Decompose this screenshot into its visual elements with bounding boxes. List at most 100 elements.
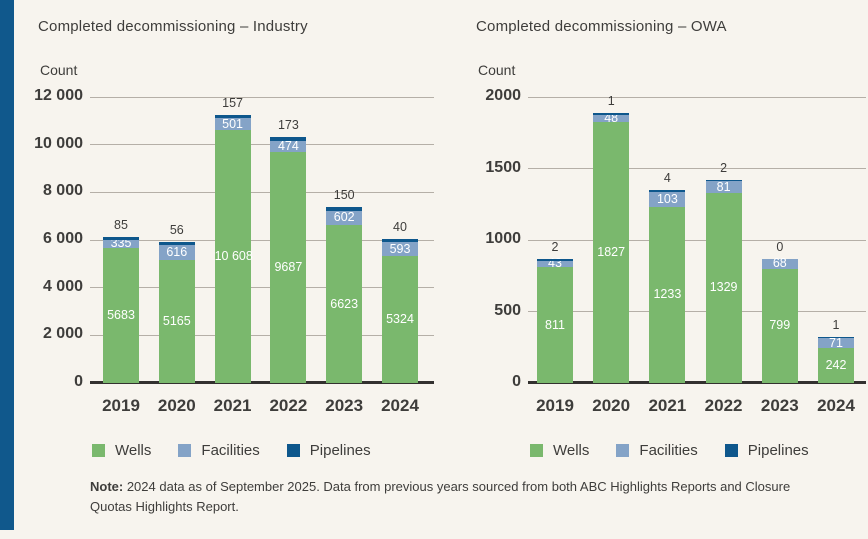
bar-value-pipelines: 4 xyxy=(663,171,671,186)
bar-value-pipelines: 0 xyxy=(776,240,784,255)
x-tick-label: 2023 xyxy=(325,396,364,415)
legend-label-wells: Wells xyxy=(115,442,152,459)
gridline xyxy=(90,96,434,98)
legend-swatch-pipelines xyxy=(286,444,300,457)
y-tick-label: 0 xyxy=(512,373,521,390)
bar-value-pipelines: 1 xyxy=(832,317,840,332)
bar-segment-wells xyxy=(270,152,307,383)
bar-value-facilities: 602 xyxy=(333,210,355,225)
footnote: Note: 2024 data as of September 2025. Da… xyxy=(90,477,792,517)
x-tick-label: 2022 xyxy=(704,396,743,415)
x-tick-label: 2020 xyxy=(157,396,196,415)
bar-segment-pipelines xyxy=(593,113,630,115)
bar-value-facilities: 616 xyxy=(166,245,188,260)
legend-item-pipelines: Pipelines xyxy=(286,442,371,459)
industry-chart: Completed decommissioning – Industry Cou… xyxy=(34,18,438,459)
bar-segment-facilities xyxy=(761,259,798,269)
legend-label-wells: Wells xyxy=(553,442,590,459)
x-tick-label: 2021 xyxy=(213,396,252,415)
bar-value-wells: 5165 xyxy=(162,313,191,328)
bar-segment-wells xyxy=(382,256,418,383)
y-tick-label: 2000 xyxy=(485,87,521,104)
legend-swatch-wells xyxy=(530,444,543,457)
footnote-text: 2024 data as of September 2025. Data fro… xyxy=(90,479,791,515)
bar-segment-facilities xyxy=(382,242,418,257)
bar-value-pipelines: 157 xyxy=(222,95,244,110)
industry-yaxis-title: Count xyxy=(40,62,78,78)
gridline xyxy=(528,168,866,169)
bar-segment-wells xyxy=(158,259,195,383)
bar-value-wells: 10 608 xyxy=(214,249,253,264)
bar-segment-facilities xyxy=(103,239,139,248)
bar-value-wells: 242 xyxy=(825,358,847,373)
bar-segment-facilities xyxy=(705,181,742,193)
bar-value-wells: 1233 xyxy=(653,287,682,302)
bar-value-facilities: 81 xyxy=(716,179,731,194)
bar-segment-pipelines xyxy=(818,336,854,339)
bar-value-pipelines: 2 xyxy=(551,240,559,255)
legend-item-wells: Wells xyxy=(92,442,151,459)
bar-segment-wells xyxy=(761,268,798,383)
gridline xyxy=(528,96,866,98)
x-tick-label: 2020 xyxy=(592,396,631,415)
bar-segment-wells xyxy=(326,225,363,383)
y-tick-label: 12 000 xyxy=(34,87,83,104)
y-tick-label: 4 000 xyxy=(42,277,83,295)
x-axis-line xyxy=(90,381,434,384)
x-tick-label: 2022 xyxy=(269,396,308,415)
bar-segment-facilities xyxy=(649,191,686,207)
y-tick-label: 1000 xyxy=(485,230,521,247)
bar-value-pipelines: 173 xyxy=(277,117,299,132)
bar-segment-wells xyxy=(705,192,742,383)
gridline xyxy=(528,311,866,312)
bar-value-wells: 6623 xyxy=(330,296,359,311)
bar-value-pipelines: 85 xyxy=(114,217,128,232)
legend-swatch-wells xyxy=(92,444,105,457)
bar-value-facilities: 593 xyxy=(389,241,411,256)
bar-segment-facilities xyxy=(593,114,630,122)
industry-plot-area: 0 2 000 4 000 6 000 8 000 10 000 12 000 5683 335… xyxy=(34,87,434,415)
bar-segment-facilities xyxy=(270,140,307,153)
x-tick-label: 2024 xyxy=(817,396,855,415)
legend-swatch-facilities xyxy=(616,444,630,457)
bar-value-facilities: 103 xyxy=(656,191,678,206)
industry-legend: Wells Facilities Pipelines xyxy=(92,442,371,459)
bar-segment-wells xyxy=(593,121,630,383)
bar-segment-wells xyxy=(214,130,251,383)
bar-segment-pipelines xyxy=(103,236,139,240)
bar-value-wells: 799 xyxy=(769,318,791,333)
x-tick-label: 2021 xyxy=(648,396,687,415)
y-tick-label: 6 000 xyxy=(42,230,83,247)
bar-value-facilities: 501 xyxy=(222,116,244,131)
gridline xyxy=(90,191,434,193)
x-tick-label: 2023 xyxy=(760,396,799,415)
gridline xyxy=(90,334,434,336)
y-tick-label: 1500 xyxy=(485,158,521,176)
bar-value-pipelines: 150 xyxy=(333,188,355,203)
owa-chart-title: Completed decommissioning – OWA xyxy=(476,18,727,35)
bar-segment-pipelines xyxy=(705,179,742,182)
legend-label-pipelines: Pipelines xyxy=(309,442,371,459)
bar-value-wells: 811 xyxy=(545,317,565,332)
bar-segment-facilities xyxy=(214,118,251,131)
bar-value-pipelines: 2 xyxy=(720,160,728,175)
industry-chart-title: Completed decommissioning – Industry xyxy=(38,18,308,35)
owa-plot-area: 0 500 1000 1500 2000 811 43 2 2019 1827 48 1 2020 123… xyxy=(485,87,866,415)
gridline xyxy=(90,144,434,146)
bar-value-facilities: 71 xyxy=(829,335,843,350)
bar-segment-wells xyxy=(537,267,573,383)
gridline xyxy=(528,239,866,241)
legend-item-facilities: Facilities xyxy=(616,442,698,459)
owa-chart: Completed decommissioning – OWA Count 0 5… xyxy=(476,18,868,459)
bar-value-wells: 5324 xyxy=(386,312,414,327)
bar-segment-facilities xyxy=(537,260,573,268)
bar-value-pipelines: 56 xyxy=(169,223,184,238)
legend-item-facilities: Facilities xyxy=(178,442,260,459)
bar-segment-wells xyxy=(818,348,854,383)
legend-label-pipelines: Pipelines xyxy=(747,442,809,459)
legend-label-facilities: Facilities xyxy=(201,442,260,459)
bar-value-facilities: 68 xyxy=(772,256,787,271)
bar-value-pipelines: 40 xyxy=(393,219,407,234)
bar-value-wells: 1329 xyxy=(709,280,738,295)
bar-value-wells: 1827 xyxy=(597,244,626,259)
